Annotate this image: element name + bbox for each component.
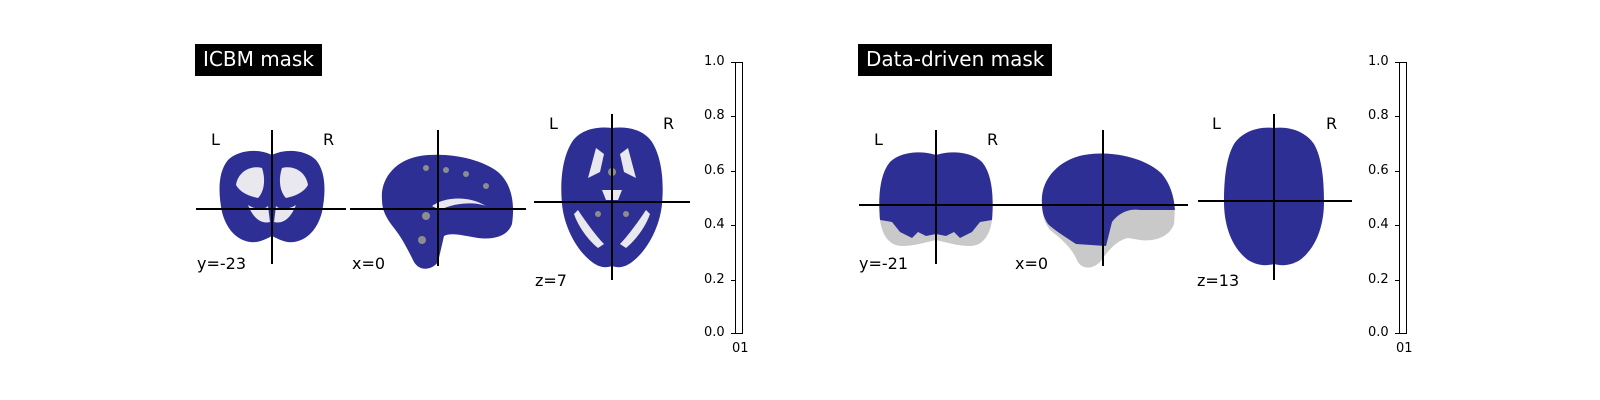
panel-title: ICBM mask: [195, 44, 322, 76]
panel-title: Data-driven mask: [858, 44, 1053, 76]
axial-left-label: L: [1212, 114, 1221, 133]
colorbar-tick: 0.4: [1368, 217, 1389, 232]
coronal-coord-label: y=-21: [859, 254, 908, 273]
icbm-panel: ICBM mask L R y=-23 x=0: [195, 44, 749, 356]
colorbar-tick: 0.2: [1368, 272, 1389, 287]
colorbar-tick: 0.4: [704, 217, 725, 232]
axial-view: L R z=7: [534, 114, 690, 290]
colorbar-tick: 0.2: [704, 272, 725, 287]
sagittal-view: x=0: [350, 130, 526, 273]
colorbar-bottom-label: 01: [1396, 341, 1413, 356]
sagittal-coord-label: x=0: [1015, 254, 1048, 273]
colorbar-tick: 0.6: [704, 163, 725, 178]
coronal-coord-label: y=-23: [197, 254, 246, 273]
axial-view: L R z=13: [1197, 114, 1352, 290]
coronal-view: L R y=-21: [859, 130, 1017, 273]
sagittal-coord-label: x=0: [352, 254, 385, 273]
sagittal-corpus-callosum: [432, 198, 486, 210]
coronal-right-label: R: [987, 130, 998, 149]
coronal-left-label: L: [211, 130, 220, 149]
axial-left-label: L: [549, 114, 558, 133]
axial-right-label: R: [663, 114, 674, 133]
brain-views: L R y=-23 x=0 L R: [196, 114, 690, 290]
axial-right-label: R: [1326, 114, 1337, 133]
colorbar-tick: 1.0: [1368, 54, 1389, 69]
colorbar-bottom-label: 01: [732, 341, 749, 356]
sagittal-brain-mask: [381, 154, 514, 269]
sagittal-view: x=0: [1015, 130, 1188, 273]
colorbar-tick: 0.8: [704, 108, 725, 123]
axial-coord-label: z=7: [535, 271, 567, 290]
colorbar-box: [735, 62, 743, 334]
colorbar-tick: 1.0: [704, 54, 725, 69]
coronal-right-label: R: [323, 130, 334, 149]
colorbar-tick: 0.6: [1368, 163, 1389, 178]
colorbar-tick: 0.0: [1368, 325, 1389, 340]
colorbar-tick: 0.0: [704, 325, 725, 340]
colorbar-box: [1399, 62, 1407, 334]
colorbar-tick: 0.8: [1368, 108, 1389, 123]
coronal-view: L R y=-23: [196, 130, 346, 273]
axial-coord-label: z=13: [1197, 271, 1239, 290]
sagittal-brain-mask: [1041, 153, 1175, 246]
coronal-left-label: L: [874, 130, 883, 149]
